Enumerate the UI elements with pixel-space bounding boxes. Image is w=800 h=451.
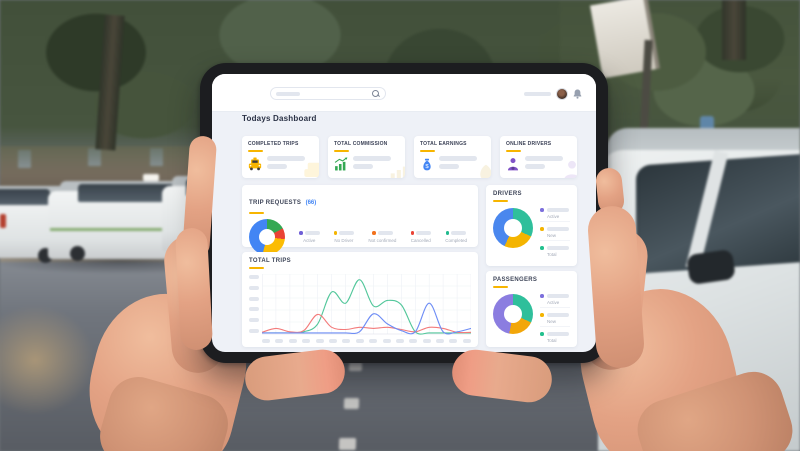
legend-item-active: Active bbox=[540, 208, 570, 222]
top-bar bbox=[212, 74, 596, 112]
stat-cards-row: COMPLETED TRIPS bbox=[242, 136, 577, 178]
legend-dot bbox=[540, 313, 544, 317]
money-bag-icon: $ bbox=[423, 158, 431, 171]
tree-trunk bbox=[722, 0, 746, 60]
driver-icon bbox=[507, 158, 519, 171]
accent-underline bbox=[420, 149, 435, 152]
accent-underline bbox=[493, 199, 508, 202]
tablet-screen: Todays Dashboard COMPLETED TRIPS bbox=[212, 74, 596, 352]
username-placeholder-pill bbox=[524, 92, 551, 96]
legend-item-total: Total bbox=[540, 246, 570, 259]
lane-dash bbox=[348, 362, 363, 371]
legend-dot bbox=[333, 231, 338, 235]
passengers-panel: PASSENGERS Active New bbox=[486, 271, 577, 347]
stat-card-online-drivers: ONLINE DRIVERS bbox=[500, 136, 577, 178]
money-bag-watermark-icon bbox=[480, 164, 491, 178]
avatar[interactable] bbox=[556, 88, 568, 100]
stat-value-placeholder bbox=[267, 156, 305, 172]
stat-card-total-commission: TOTAL COMMISSION bbox=[328, 136, 405, 178]
legend-item-cancelled: Cancelled bbox=[410, 231, 432, 243]
stat-value-placeholder bbox=[353, 156, 391, 172]
legend-item-active: Active bbox=[299, 231, 320, 243]
drivers-donut-chart bbox=[493, 208, 533, 248]
taxi-watermark-icon bbox=[304, 162, 319, 177]
accent-underline bbox=[493, 285, 508, 288]
legend-item-new: New bbox=[540, 313, 570, 327]
accent-underline bbox=[249, 266, 264, 269]
x-axis-placeholder-ticks bbox=[262, 339, 471, 343]
legend-item-completed: Completed bbox=[445, 231, 467, 243]
stat-value-placeholder bbox=[439, 156, 477, 172]
drivers-panel: DRIVERS Active New bbox=[486, 185, 577, 266]
stat-card-completed-trips: COMPLETED TRIPS bbox=[242, 136, 319, 178]
y-axis-placeholder-ticks bbox=[249, 274, 259, 334]
legend-item-new: New bbox=[540, 227, 570, 241]
legend-dot bbox=[410, 231, 415, 235]
user-cluster bbox=[524, 87, 582, 101]
accent-underline bbox=[249, 211, 264, 214]
bell-icon[interactable] bbox=[573, 89, 582, 99]
total-trips-line-chart bbox=[262, 274, 471, 335]
legend-dot bbox=[540, 332, 544, 336]
left-middle-finger bbox=[174, 227, 214, 351]
legend-item-active: Active bbox=[540, 294, 570, 308]
search-input[interactable] bbox=[270, 87, 386, 100]
search-icon[interactable] bbox=[372, 89, 380, 98]
legend-dot bbox=[540, 294, 544, 298]
lane-dash bbox=[338, 438, 357, 450]
growth-chart-icon bbox=[334, 157, 348, 171]
tablet-device: Todays Dashboard COMPLETED TRIPS bbox=[200, 63, 608, 363]
total-trips-panel: TOTAL TRIPS bbox=[242, 252, 478, 347]
trip-requests-panel: TRIP REQUESTS (66) Active No Driver bbox=[242, 185, 478, 255]
passengers-legend: Active New Total bbox=[533, 294, 570, 350]
taxi-icon bbox=[248, 157, 262, 171]
accent-underline bbox=[334, 149, 349, 152]
legend-dot bbox=[540, 227, 544, 231]
passengers-donut-chart bbox=[493, 294, 533, 334]
stat-card-total-earnings: TOTAL EARNINGS $ bbox=[414, 136, 491, 178]
lane-dash bbox=[343, 398, 360, 409]
legend-item-total: Total bbox=[540, 332, 570, 345]
accent-underline bbox=[506, 149, 521, 152]
trip-requests-count[interactable]: (66) bbox=[305, 200, 317, 206]
legend-dot bbox=[372, 231, 376, 235]
trip-requests-donut-chart bbox=[249, 219, 285, 255]
growth-watermark-icon bbox=[390, 166, 405, 178]
road-sand-patch bbox=[0, 305, 95, 415]
legend-dot bbox=[540, 246, 544, 250]
legend-dot bbox=[445, 231, 450, 235]
driver-watermark-icon bbox=[564, 160, 577, 178]
legend-item-not-confirmed: Not confirmed bbox=[368, 231, 396, 243]
page-title: Todays Dashboard bbox=[242, 114, 317, 123]
search-placeholder-pill bbox=[276, 91, 300, 96]
svg-text:$: $ bbox=[425, 164, 429, 170]
trip-requests-legend: Active No Driver Not confirmed Canc bbox=[285, 231, 471, 243]
legend-item-no-driver: No Driver bbox=[333, 231, 355, 243]
legend-dot bbox=[299, 231, 303, 235]
accent-underline bbox=[248, 149, 263, 152]
drivers-legend: Active New Total bbox=[533, 208, 570, 264]
stat-value-placeholder bbox=[525, 156, 563, 172]
legend-dot bbox=[540, 208, 544, 212]
